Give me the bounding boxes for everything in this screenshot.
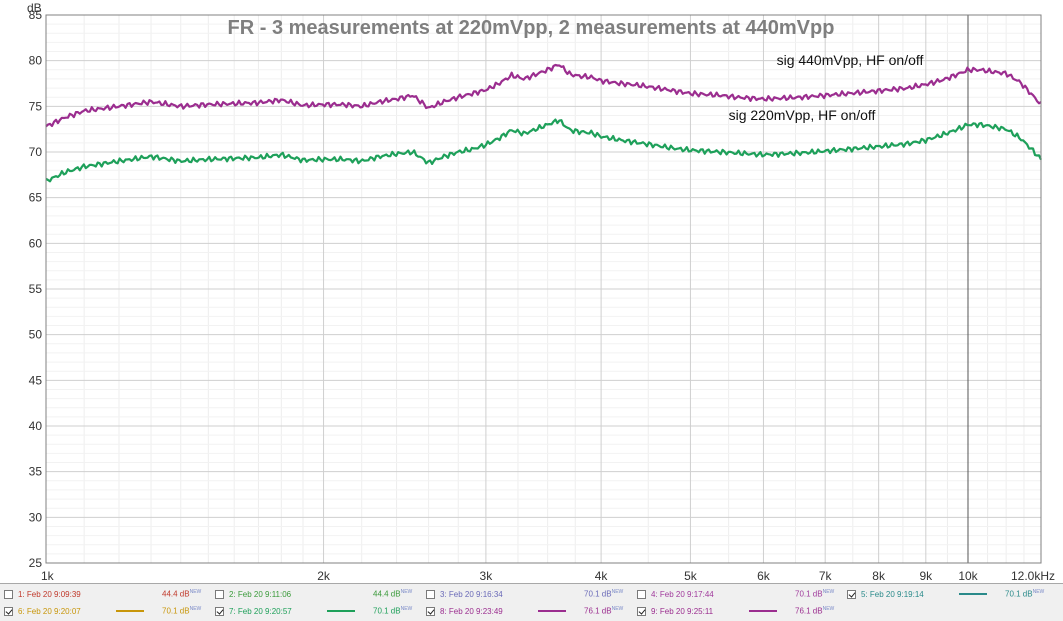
- legend-item[interactable]: 8: Feb 20 9:23:49 76.1 dBNEW: [426, 603, 631, 619]
- legend-new-tag: NEW: [400, 589, 413, 596]
- y-axis-label: dB: [27, 1, 42, 15]
- legend-item[interactable]: 7: Feb 20 9:20:57 70.1 dBNEW: [215, 603, 420, 619]
- legend-level: 76.1 dBNEW: [584, 606, 624, 616]
- legend-new-tag: NEW: [1032, 589, 1045, 596]
- y-tick-label: 65: [29, 191, 43, 205]
- legend-checkbox[interactable]: [215, 589, 224, 599]
- legend-level: 70.1 dBNEW: [373, 606, 413, 616]
- legend-line-swatch: [116, 610, 144, 612]
- x-tick-label: 12.0kHz: [1011, 569, 1055, 583]
- annotation-label: sig 220mVpp, HF on/off: [729, 107, 876, 123]
- legend-label: 3: Feb 20 9:16:34: [440, 589, 503, 599]
- legend-item[interactable]: 9: Feb 20 9:25:11 76.1 dBNEW: [637, 603, 842, 619]
- measurement-legend: 1: Feb 20 9:09:39 44.4 dBNEW 2: Feb 20 9:1…: [0, 583, 1063, 621]
- x-tick-label: 9k: [919, 569, 933, 583]
- annotations: sig 440mVpp, HF on/off sig 220mVpp, HF on…: [729, 52, 924, 123]
- y-tick-label: 30: [29, 510, 43, 524]
- legend-checkbox[interactable]: [847, 589, 856, 599]
- y-tick-label: 60: [29, 236, 43, 250]
- y-tick-label: 85: [29, 8, 43, 22]
- legend-line-swatch: [327, 610, 355, 612]
- legend-line-swatch: [959, 593, 987, 595]
- x-tick-label: 5k: [684, 569, 698, 583]
- legend-line-swatch: [538, 610, 566, 612]
- y-tick-label: 45: [29, 373, 43, 387]
- legend-label: 2: Feb 20 9:11:06: [229, 589, 292, 599]
- y-tick-label: 70: [29, 145, 43, 159]
- legend-item[interactable]: 2: Feb 20 9:11:06 44.4 dBNEW: [215, 586, 420, 602]
- legend-checkbox[interactable]: [215, 606, 224, 616]
- x-tick-label: 2k: [317, 569, 331, 583]
- legend-new-tag: NEW: [189, 606, 202, 613]
- legend-new-tag: NEW: [611, 589, 624, 596]
- y-tick-label: 75: [29, 99, 43, 113]
- series-line: [45, 63, 1042, 128]
- legend-label: 7: Feb 20 9:20:57: [229, 606, 292, 616]
- x-tick-label: 6k: [757, 569, 771, 583]
- legend-label: 1: Feb 20 9:09:39: [18, 589, 81, 599]
- legend-checkbox[interactable]: [637, 589, 646, 599]
- legend-level: 70.1 dBNEW: [162, 606, 202, 616]
- legend-label: 5: Feb 20 9:19:14: [861, 589, 924, 599]
- plot-frame: [45, 14, 1042, 564]
- legend-label: 6: Feb 20 9:20:07: [18, 606, 81, 616]
- x-tick-label: 7k: [819, 569, 833, 583]
- x-tick-label: 4k: [595, 569, 609, 583]
- y-axis: 25 30 35 40 45 50 55 60 65 70 75 80 85: [29, 8, 43, 570]
- y-tick-label: 40: [29, 419, 43, 433]
- legend-level: 76.1 dBNEW: [795, 606, 835, 616]
- legend-checkbox[interactable]: [637, 606, 646, 616]
- legend-level: 44.4 dBNEW: [373, 589, 413, 599]
- y-tick-label: 55: [29, 282, 43, 296]
- x-tick-label: 8k: [872, 569, 886, 583]
- legend-new-tag: NEW: [611, 606, 624, 613]
- legend-new-tag: NEW: [822, 606, 835, 613]
- legend-level: 44.4 dBNEW: [162, 589, 202, 599]
- series-line: [45, 118, 1042, 183]
- frequency-response-chart[interactable]: 25 30 35 40 45 50 55 60 65 70 75 80 85 1k 2k 3k 4k 5k 6k 7…: [0, 0, 1063, 583]
- x-tick-label: 3k: [480, 569, 494, 583]
- x-tick-label: 10k: [958, 569, 978, 583]
- legend-line-swatch: [749, 610, 777, 612]
- y-tick-label: 50: [29, 328, 43, 342]
- legend-level: 70.1 dBNEW: [584, 589, 624, 599]
- legend-level: 70.1 dBNEW: [1005, 589, 1045, 599]
- legend-new-tag: NEW: [189, 589, 202, 596]
- legend-item[interactable]: 4: Feb 20 9:17:44 70.1 dBNEW: [637, 586, 842, 602]
- legend-item[interactable]: 5: Feb 20 9:19:14 70.1 dBNEW: [847, 586, 1052, 602]
- legend-checkbox[interactable]: [426, 606, 435, 616]
- legend-new-tag: NEW: [822, 589, 835, 596]
- legend-checkbox[interactable]: [4, 606, 13, 616]
- chart-title: FR - 3 measurements at 220mVpp, 2 measur…: [228, 17, 835, 39]
- y-tick-label: 35: [29, 465, 43, 479]
- legend-checkbox[interactable]: [4, 589, 13, 599]
- legend-level: 70.1 dBNEW: [795, 589, 835, 599]
- grid: [45, 14, 1042, 564]
- legend-label: 4: Feb 20 9:17:44: [651, 589, 714, 599]
- legend-item[interactable]: 6: Feb 20 9:20:07 70.1 dBNEW: [4, 603, 209, 619]
- annotation-label: sig 440mVpp, HF on/off: [777, 52, 924, 68]
- legend-checkbox[interactable]: [426, 589, 435, 599]
- legend-item[interactable]: 3: Feb 20 9:16:34 70.1 dBNEW: [426, 586, 631, 602]
- legend-new-tag: NEW: [400, 606, 413, 613]
- y-tick-label: 80: [29, 54, 43, 68]
- y-tick-label: 25: [29, 556, 43, 570]
- legend-label: 9: Feb 20 9:25:11: [651, 606, 714, 616]
- x-tick-label: 1k: [41, 569, 55, 583]
- x-axis: 1k 2k 3k 4k 5k 6k 7k 8k 9k 10k 12.0kHz: [41, 569, 1055, 583]
- legend-item[interactable]: 1: Feb 20 9:09:39 44.4 dBNEW: [4, 586, 209, 602]
- legend-label: 8: Feb 20 9:23:49: [440, 606, 503, 616]
- series-layer: [45, 63, 1042, 183]
